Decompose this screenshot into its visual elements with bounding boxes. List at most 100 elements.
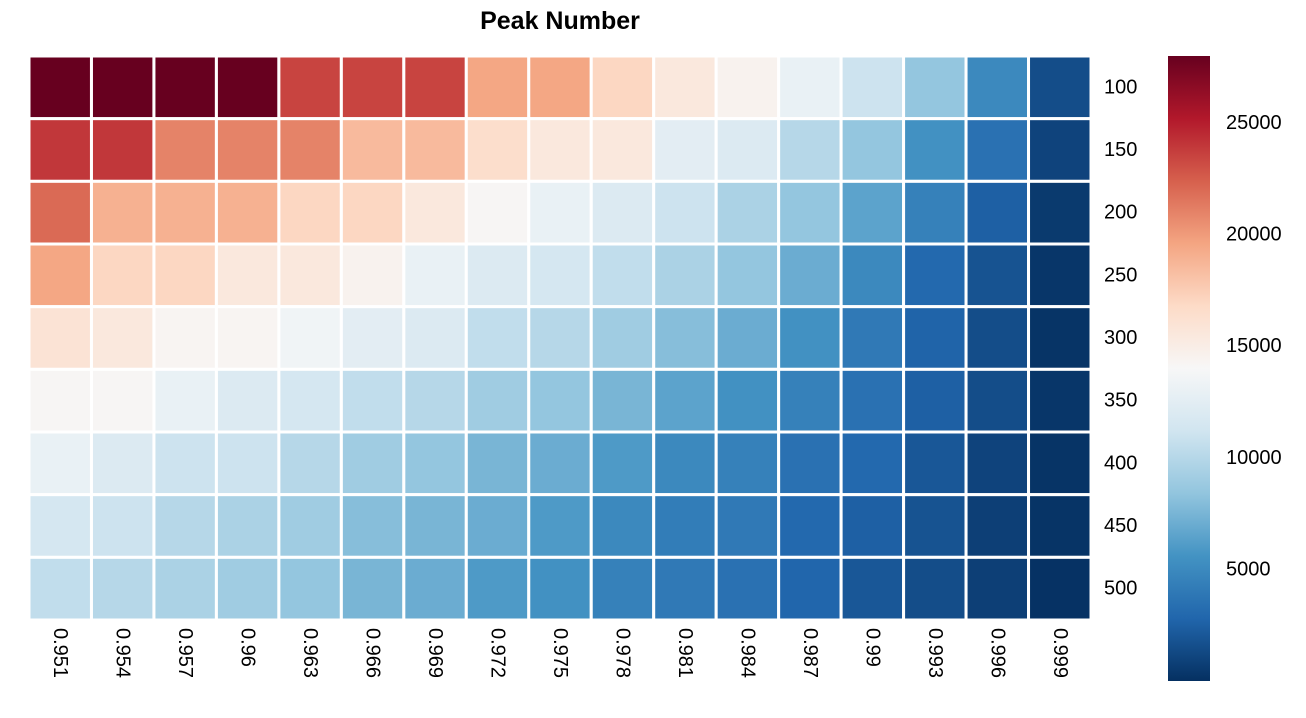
heatmap-cell bbox=[839, 493, 906, 559]
heatmap-cell bbox=[277, 242, 343, 309]
heatmap-cell bbox=[152, 430, 218, 497]
heatmap-cell bbox=[652, 555, 718, 622]
heatmap-cell bbox=[27, 367, 93, 434]
heatmap-cell bbox=[964, 117, 1031, 183]
heatmap-cell bbox=[402, 430, 468, 497]
heatmap-cell bbox=[527, 555, 593, 622]
heatmap-cell bbox=[839, 430, 906, 497]
heatmap-cell bbox=[464, 493, 531, 559]
heatmap-cell bbox=[714, 305, 781, 371]
heatmap-cell bbox=[964, 367, 1031, 434]
heatmap-cell bbox=[214, 117, 281, 183]
heatmap-cell bbox=[964, 493, 1031, 559]
heatmap-cell bbox=[1027, 555, 1093, 622]
heatmap-cell bbox=[152, 305, 218, 371]
heatmap-cell bbox=[714, 493, 781, 559]
heatmap-cell bbox=[527, 54, 593, 121]
heatmap-cell bbox=[714, 367, 781, 434]
colorbar-tick-label: 15000 bbox=[1226, 335, 1282, 357]
x-tick-label: 0.975 bbox=[549, 628, 571, 678]
heatmap-cell bbox=[214, 242, 281, 309]
heatmap-cell bbox=[402, 305, 468, 371]
heatmap-cell bbox=[339, 430, 406, 497]
heatmap-cell bbox=[589, 305, 656, 371]
heatmap-cell bbox=[277, 179, 343, 246]
heatmap-cell bbox=[339, 367, 406, 434]
heatmap-cell bbox=[277, 305, 343, 371]
heatmap-cell bbox=[527, 179, 593, 246]
heatmap-cell bbox=[1027, 367, 1093, 434]
heatmap-cell bbox=[1027, 117, 1093, 183]
heatmap-cell bbox=[839, 54, 906, 121]
x-tick-label: 0.957 bbox=[174, 628, 196, 678]
y-tick-label: 450 bbox=[1104, 515, 1137, 537]
heatmap-cell bbox=[839, 555, 906, 622]
heatmap-cell bbox=[277, 117, 343, 183]
heatmap-cell bbox=[839, 117, 906, 183]
x-tick-label: 0.978 bbox=[611, 628, 633, 678]
y-tick-label: 200 bbox=[1104, 202, 1137, 224]
heatmap-cell bbox=[652, 493, 718, 559]
heatmap-cell bbox=[339, 242, 406, 309]
heatmap-cell bbox=[902, 242, 968, 309]
heatmap-cell bbox=[27, 54, 93, 121]
heatmap-cell bbox=[839, 305, 906, 371]
heatmap-cell bbox=[27, 305, 93, 371]
heatmap-cell bbox=[89, 430, 156, 497]
heatmap-cell bbox=[902, 430, 968, 497]
heatmap-cell bbox=[652, 54, 718, 121]
heatmap-cell bbox=[402, 117, 468, 183]
heatmap-cell bbox=[339, 54, 406, 121]
heatmap-cell bbox=[902, 367, 968, 434]
heatmap-cell bbox=[152, 179, 218, 246]
heatmap-cell bbox=[902, 305, 968, 371]
x-tick-label: 0.966 bbox=[362, 628, 384, 678]
y-tick-label: 250 bbox=[1104, 264, 1137, 286]
heatmap-cell bbox=[277, 555, 343, 622]
heatmap-cell bbox=[652, 367, 718, 434]
heatmap-cell bbox=[902, 493, 968, 559]
heatmap-cell bbox=[1027, 179, 1093, 246]
x-tick-label: 0.993 bbox=[924, 628, 946, 678]
heatmap-cell bbox=[89, 242, 156, 309]
heatmap-cell bbox=[89, 493, 156, 559]
heatmap-cell bbox=[1027, 54, 1093, 121]
x-tick-label: 0.981 bbox=[674, 628, 696, 678]
heatmap-cell bbox=[27, 117, 93, 183]
heatmap-cell bbox=[839, 179, 906, 246]
heatmap-cell bbox=[964, 305, 1031, 371]
heatmap-cell bbox=[527, 430, 593, 497]
colorbar-tick-label: 20000 bbox=[1226, 224, 1282, 246]
heatmap-cell bbox=[402, 179, 468, 246]
heatmap-cell bbox=[464, 305, 531, 371]
heatmap-cell bbox=[277, 493, 343, 559]
heatmap-cell bbox=[964, 430, 1031, 497]
heatmap-cell bbox=[152, 367, 218, 434]
x-tick-label: 0.951 bbox=[49, 628, 71, 678]
heatmap-cell bbox=[1027, 305, 1093, 371]
colorbar bbox=[1168, 56, 1210, 681]
x-tick-label: 0.999 bbox=[1049, 628, 1071, 678]
heatmap-cell bbox=[464, 430, 531, 497]
x-tick-label: 0.963 bbox=[299, 628, 321, 678]
heatmap-cell bbox=[27, 493, 93, 559]
y-tick-label: 350 bbox=[1104, 390, 1137, 412]
heatmap-cell bbox=[714, 555, 781, 622]
chart-title: Peak Number bbox=[480, 7, 640, 35]
y-tick-label: 400 bbox=[1104, 452, 1137, 474]
heatmap-cell bbox=[777, 367, 843, 434]
x-tick-label: 0.96 bbox=[237, 628, 259, 667]
heatmap-cell bbox=[714, 54, 781, 121]
heatmap-cell bbox=[152, 54, 218, 121]
heatmap-cell bbox=[27, 555, 93, 622]
heatmap-cell bbox=[402, 367, 468, 434]
heatmap-cell bbox=[902, 117, 968, 183]
heatmap-cell bbox=[152, 117, 218, 183]
x-tick-label: 0.969 bbox=[424, 628, 446, 678]
heatmap-cell bbox=[214, 179, 281, 246]
heatmap-cell bbox=[902, 179, 968, 246]
heatmap-cell bbox=[652, 242, 718, 309]
heatmap-cell bbox=[214, 305, 281, 371]
heatmap-cell bbox=[214, 54, 281, 121]
